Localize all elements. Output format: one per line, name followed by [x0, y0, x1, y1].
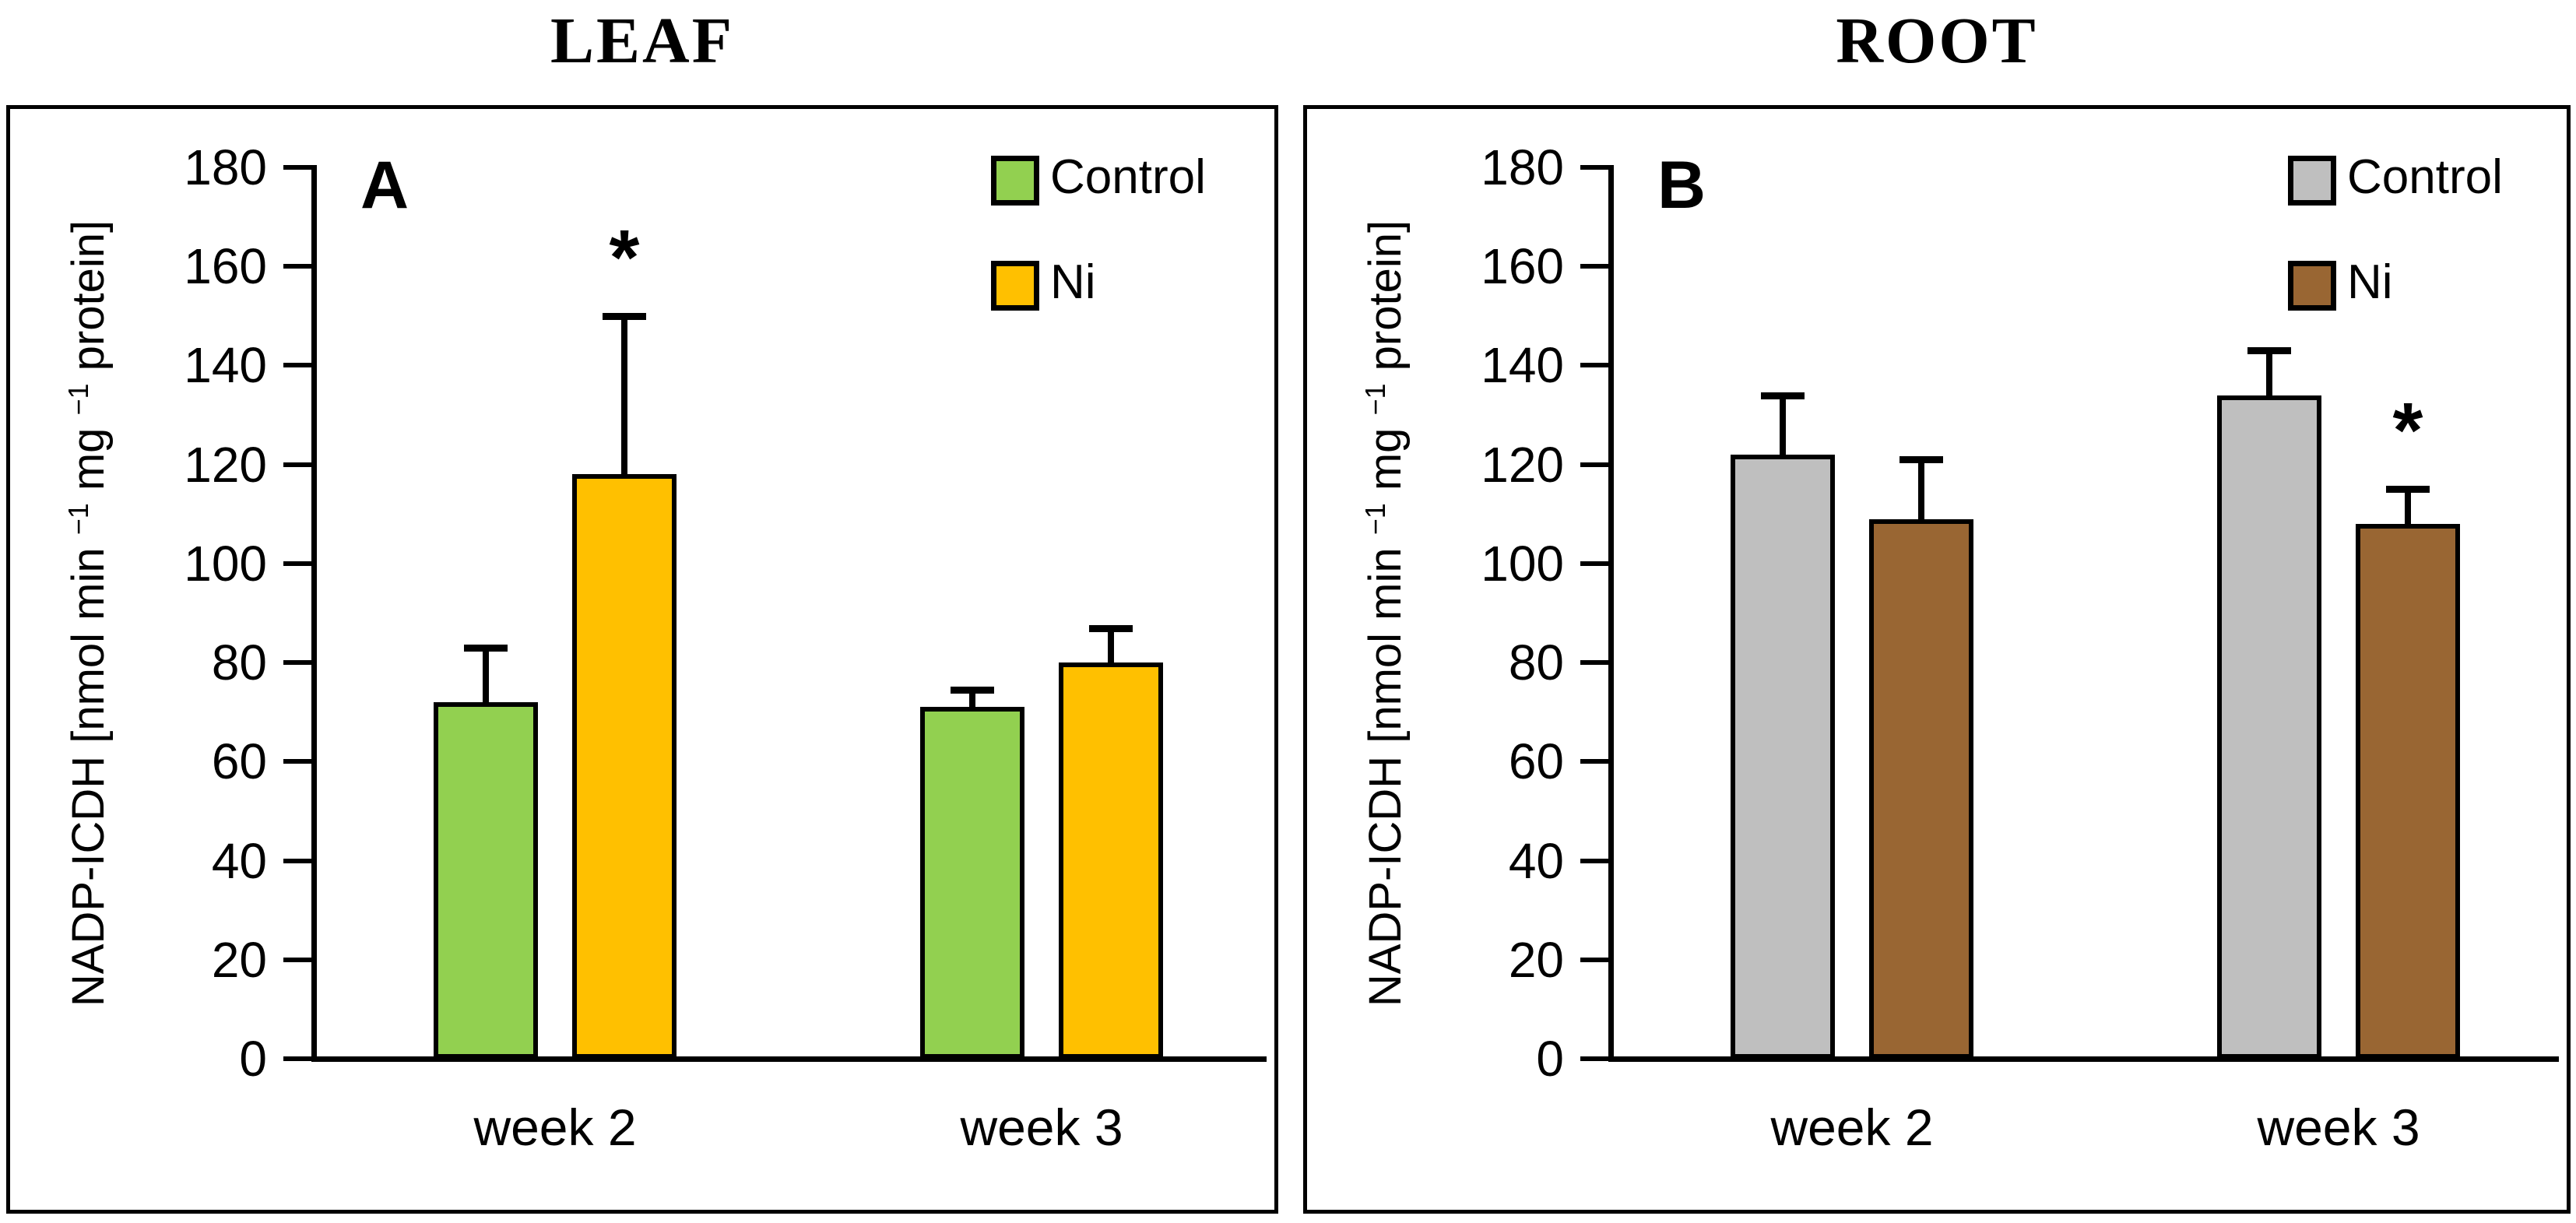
y-axis-tick: [283, 264, 311, 269]
y-axis-tick: [1580, 660, 1608, 666]
y-axis-tick: [283, 660, 311, 666]
y-axis-tick: [1580, 1056, 1608, 1061]
y-tick-label: 20: [1508, 931, 1564, 988]
y-axis-tick: [1580, 462, 1608, 467]
bar-control-week3: [2217, 395, 2321, 1059]
bar-ni-week2: [1869, 518, 1973, 1059]
error-bar-line: [483, 648, 489, 702]
y-axis-line: [311, 165, 317, 1062]
error-bar-line: [1918, 459, 1924, 519]
y-axis-tick: [1580, 363, 1608, 368]
y-tick-label: 120: [1481, 436, 1564, 493]
y-axis-tick: [283, 1056, 311, 1061]
y-tick-label: 40: [1508, 832, 1564, 889]
legend-label-ni: Ni: [2347, 255, 2393, 309]
y-axis-tick: [1580, 165, 1608, 170]
legend-swatch-control: [991, 156, 1039, 206]
y-axis-tick: [1580, 759, 1608, 764]
error-bar-line: [1780, 395, 1786, 455]
x-category-label: week 3: [2257, 1098, 2420, 1156]
panel-title-root: ROOT: [1836, 5, 2038, 77]
y-axis-tick: [283, 561, 311, 566]
error-bar-line: [621, 315, 627, 475]
panel-root: B 0 20 40 60 80 100 120 140 160 180 NADP-ICDH [nmo…: [1303, 105, 2571, 1214]
error-bar-cap: [1899, 456, 1943, 464]
y-tick-label: 160: [1481, 238, 1564, 295]
y-tick-label: 180: [184, 139, 267, 195]
error-bar-cap: [2247, 347, 2291, 355]
bar-ni-week3: [2356, 524, 2460, 1059]
legend-label-ni: Ni: [1050, 255, 1096, 309]
panel-title-leaf: LEAF: [550, 5, 735, 77]
x-axis-line: [1608, 1056, 2559, 1062]
x-category-label: week 3: [960, 1098, 1123, 1156]
panel-letter: B: [1657, 148, 1706, 223]
y-tick-label: 80: [1508, 634, 1564, 691]
y-tick-label: 120: [184, 436, 267, 493]
legend-swatch-control: [2288, 156, 2336, 206]
y-tick-label: 60: [211, 733, 267, 790]
bar-ni-week2: [572, 474, 677, 1059]
error-bar-cap: [2386, 486, 2430, 494]
y-axis-tick: [283, 759, 311, 764]
error-bar-line: [1108, 627, 1114, 663]
error-bar-cap: [464, 645, 508, 652]
error-bar-cap: [603, 312, 646, 320]
y-tick-label: 40: [211, 832, 267, 889]
panel-letter: A: [360, 148, 409, 223]
y-axis-tick: [1580, 561, 1608, 566]
y-tick-label: 80: [211, 634, 267, 691]
y-tick-label: 180: [1481, 139, 1564, 195]
y-axis-line: [1608, 165, 1614, 1062]
legend-label-control: Control: [2347, 150, 2503, 204]
legend-swatch-ni: [991, 261, 1039, 311]
x-axis-line: [311, 1056, 1267, 1062]
panel-leaf: A 0 20 40 60 80 100 120 140 160 180 NADP-ICDH [nmo…: [6, 105, 1278, 1214]
bar-ni-week3: [1059, 662, 1163, 1059]
error-bar-cap: [951, 687, 994, 694]
y-tick-label: 20: [211, 931, 267, 988]
error-bar-cap: [1761, 392, 1805, 399]
significance-asterisk: *: [609, 213, 640, 301]
x-category-label: week 2: [1770, 1098, 1934, 1156]
y-tick-label: 100: [1481, 535, 1564, 592]
y-axis-tick: [1580, 957, 1608, 962]
x-category-label: week 2: [473, 1098, 637, 1156]
bar-control-week2: [1731, 454, 1835, 1059]
y-axis-tick: [283, 165, 311, 170]
bar-control-week3: [920, 707, 1024, 1059]
y-axis-tick: [283, 462, 311, 467]
legend-label-control: Control: [1050, 150, 1206, 204]
y-axis-tick: [283, 858, 311, 863]
y-axis-tick: [283, 363, 311, 368]
y-tick-label: 100: [184, 535, 267, 592]
error-bar-line: [969, 690, 975, 708]
y-axis-title: NADP-ICDH [nmol min −1 mg −1 protein]: [62, 220, 114, 1007]
y-axis-tick: [1580, 264, 1608, 269]
y-tick-label: 160: [184, 238, 267, 295]
y-axis-title: NADP-ICDH [nmol min −1 mg −1 protein]: [1358, 220, 1411, 1007]
error-bar-cap: [1089, 624, 1133, 632]
bar-control-week2: [434, 702, 538, 1059]
significance-asterisk: *: [2392, 387, 2423, 475]
error-bar-line: [2266, 350, 2272, 395]
y-tick-label: 140: [1481, 337, 1564, 394]
y-tick-label: 0: [1536, 1031, 1564, 1087]
y-tick-label: 60: [1508, 733, 1564, 790]
error-bar-line: [2405, 489, 2411, 524]
y-tick-label: 140: [184, 337, 267, 394]
y-axis-tick: [283, 957, 311, 962]
y-tick-label: 0: [239, 1031, 267, 1087]
legend-swatch-ni: [2288, 261, 2336, 311]
y-axis-tick: [1580, 858, 1608, 863]
